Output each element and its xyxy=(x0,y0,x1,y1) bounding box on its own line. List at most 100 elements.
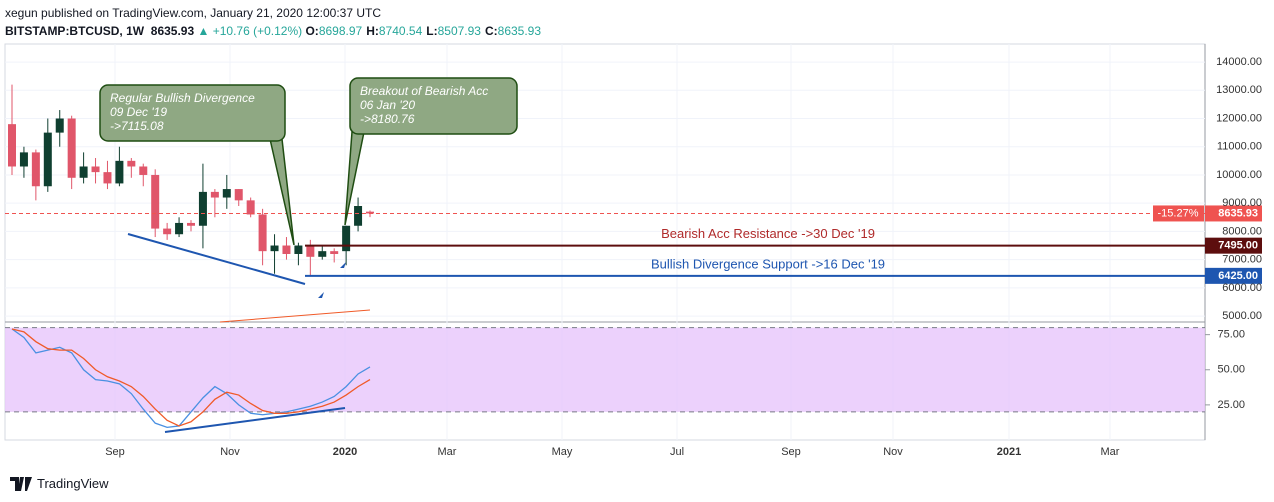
ohlc-value: 8507.93 xyxy=(437,24,481,38)
oscillator-trend-line xyxy=(164,407,346,433)
candle-body xyxy=(8,124,16,167)
callout-text: Breakout of Bearish Acc xyxy=(360,84,488,98)
y-tick-label: 11000.00 xyxy=(1217,141,1262,153)
level-text: Bearish Acc Resistance ->30 Dec '19 xyxy=(661,226,875,241)
candle-body xyxy=(294,245,303,254)
y-tick-label: 13000.00 xyxy=(1216,84,1262,96)
candle-body xyxy=(366,211,374,214)
oscillator-line xyxy=(11,328,371,429)
callout-box xyxy=(349,77,518,135)
candle-body xyxy=(163,228,172,235)
candle-body xyxy=(79,166,88,178)
callout-text: 09 Dec '19 xyxy=(110,105,167,119)
candle-body xyxy=(67,118,76,178)
y-tick-label: 5000.00 xyxy=(1222,310,1262,322)
ohlc-key: C: xyxy=(484,24,498,38)
candle-body xyxy=(246,200,255,215)
ohlc-key: H: xyxy=(366,24,379,38)
chart: 8635.93 -15.27% 7495.00 Bearish Acc Resista… xyxy=(4,43,1262,458)
x-tick-label: Nov xyxy=(883,446,903,458)
candle-body xyxy=(330,251,339,254)
callout-box xyxy=(99,84,286,142)
level-label: 8635.93 xyxy=(1218,207,1258,219)
logo xyxy=(10,476,32,491)
oscillator-band xyxy=(5,327,1205,412)
change: ▲ +10.76 (+0.12%) xyxy=(197,24,303,38)
candle-body xyxy=(151,174,160,229)
candles xyxy=(8,84,374,277)
candle-body xyxy=(187,222,195,226)
osc-tick-label: 75.00 xyxy=(1217,329,1245,341)
x-tick-label: Mar xyxy=(438,446,457,458)
candle-body xyxy=(103,172,112,184)
y-tick-label: 10000.00 xyxy=(1216,169,1262,181)
candle-body xyxy=(234,189,243,201)
candle-body xyxy=(139,166,148,175)
level-label-box xyxy=(1205,205,1262,222)
callout-text: ->7115.08 xyxy=(110,119,164,133)
level-label: 6425.00 xyxy=(1218,270,1258,282)
levels: 8635.93 -15.27% 7495.00 Bearish Acc Resista… xyxy=(5,205,1262,284)
y-tick-label: 6000.00 xyxy=(1222,282,1262,294)
candle-body xyxy=(31,152,40,187)
y-tick-label: 14000.00 xyxy=(1216,56,1262,68)
callout-text: 06 Jan '20 xyxy=(360,98,415,112)
y-tick-label: 12000.00 xyxy=(1216,112,1262,124)
level-label: 7495.00 xyxy=(1218,240,1258,252)
ohlc-key: O: xyxy=(305,24,319,38)
divergence-line xyxy=(127,233,306,285)
y-tick-label: 7000.00 xyxy=(1222,254,1262,266)
x-tick-label: Nov xyxy=(220,446,240,458)
callout-text: ->8180.76 xyxy=(360,112,415,126)
ohlc: O:8698.97 H:8740.54 L:8507.93 C:8635.93 xyxy=(305,24,545,38)
change-label: -15.27% xyxy=(1158,207,1199,219)
candle-body xyxy=(282,245,291,254)
trend-line xyxy=(219,309,371,323)
ohlc-value: 8635.93 xyxy=(497,24,542,38)
candle-body xyxy=(198,191,207,226)
x-tick-label: Mar xyxy=(1101,446,1120,458)
footer: TradingView xyxy=(10,476,109,491)
header: xegun published on TradingView.com, Janu… xyxy=(5,4,545,40)
level-label-box xyxy=(1205,237,1262,254)
candle-body xyxy=(175,222,184,235)
callout-pointer xyxy=(269,138,295,246)
candle-body xyxy=(43,132,52,187)
publish-line: xegun published on TradingView.com, Janu… xyxy=(5,6,382,20)
candle-body xyxy=(127,160,136,167)
x-tick-label: 2021 xyxy=(997,446,1021,458)
callout-text: Regular Bullish Divergence xyxy=(110,91,255,105)
candle-body xyxy=(55,118,64,133)
symbol-line: BITSTAMP:BTCUSD, 1W 8635.93 ▲ +10.76 (+0… xyxy=(5,22,545,40)
ohlc-key: L: xyxy=(426,24,438,38)
candle-body xyxy=(222,189,231,198)
oscillator xyxy=(5,327,1210,429)
osc-tick-label: 50.00 xyxy=(1217,364,1245,376)
change-box xyxy=(1153,205,1204,222)
y-tick-label: 8000.00 xyxy=(1222,225,1262,237)
candle-body xyxy=(306,245,315,257)
x-tick-label: 2020 xyxy=(333,446,357,458)
candle-body xyxy=(19,152,28,167)
candle-body xyxy=(258,214,267,252)
candle-body xyxy=(270,245,279,252)
ohlc-value: 8740.54 xyxy=(378,24,423,38)
candle-body xyxy=(91,166,100,173)
candle-body xyxy=(354,206,363,226)
rocket-icon xyxy=(318,262,346,298)
ohlc-value: 8698.97 xyxy=(318,24,363,38)
x-tick-label: May xyxy=(552,446,573,458)
osc-tick-label: 25.00 xyxy=(1217,399,1245,411)
price: 8635.93 xyxy=(150,24,195,38)
x-tick-label: Sep xyxy=(781,446,801,458)
level-label-box xyxy=(1205,267,1262,284)
x-tick-label: Sep xyxy=(105,446,125,458)
y-tick-label: 9000.00 xyxy=(1222,197,1262,209)
candle-body xyxy=(115,160,124,184)
brand: TradingView xyxy=(37,476,109,491)
candle-body xyxy=(318,251,327,257)
symbol: BITSTAMP:BTCUSD, 1W xyxy=(5,24,145,38)
candle-body xyxy=(210,191,219,198)
